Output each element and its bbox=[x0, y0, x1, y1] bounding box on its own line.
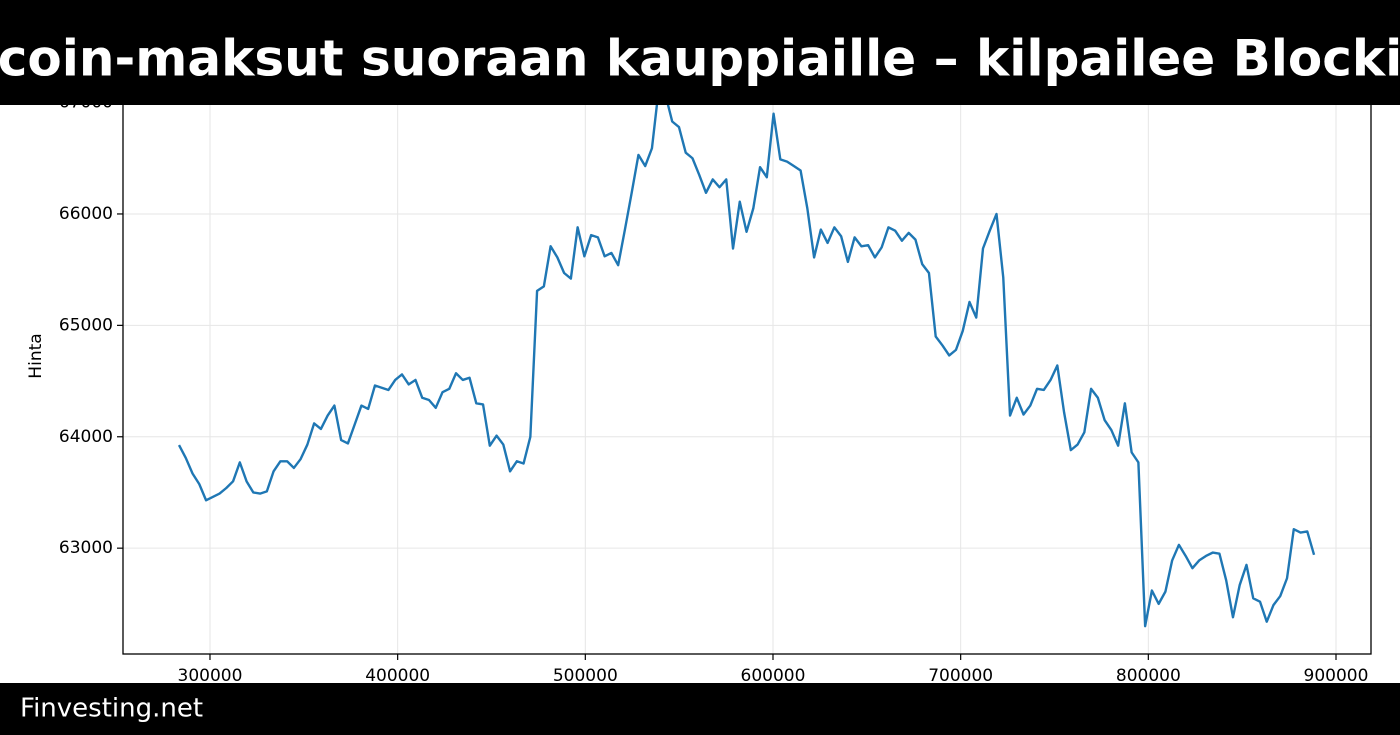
x-tick-label: 800000 bbox=[1116, 666, 1181, 686]
y-tick-label: 66000 bbox=[59, 204, 113, 224]
y-tick-label: 63000 bbox=[59, 538, 113, 558]
y-tick-label: 65000 bbox=[59, 315, 113, 335]
y-tick-label: 64000 bbox=[59, 427, 113, 447]
grid bbox=[123, 58, 1371, 654]
ticks: 6300064000650006600067000300000400000500… bbox=[59, 93, 1369, 686]
y-axis-label: Hinta bbox=[26, 333, 46, 378]
x-tick-label: 600000 bbox=[741, 666, 806, 686]
x-tick-label: 400000 bbox=[365, 666, 430, 686]
x-tick-label: 300000 bbox=[178, 666, 243, 686]
footer-text: Finvesting.net bbox=[20, 694, 203, 724]
x-tick-label: 700000 bbox=[928, 666, 993, 686]
title-banner bbox=[0, 0, 1400, 105]
footer-banner bbox=[0, 683, 1400, 735]
x-tick-label: 500000 bbox=[553, 666, 618, 686]
price-line bbox=[177, 87, 1316, 628]
x-tick-label: 900000 bbox=[1304, 666, 1369, 686]
chart-title: coin-maksut suoraan kauppiaille – kilpai… bbox=[0, 30, 1400, 88]
plot bbox=[177, 87, 1316, 628]
